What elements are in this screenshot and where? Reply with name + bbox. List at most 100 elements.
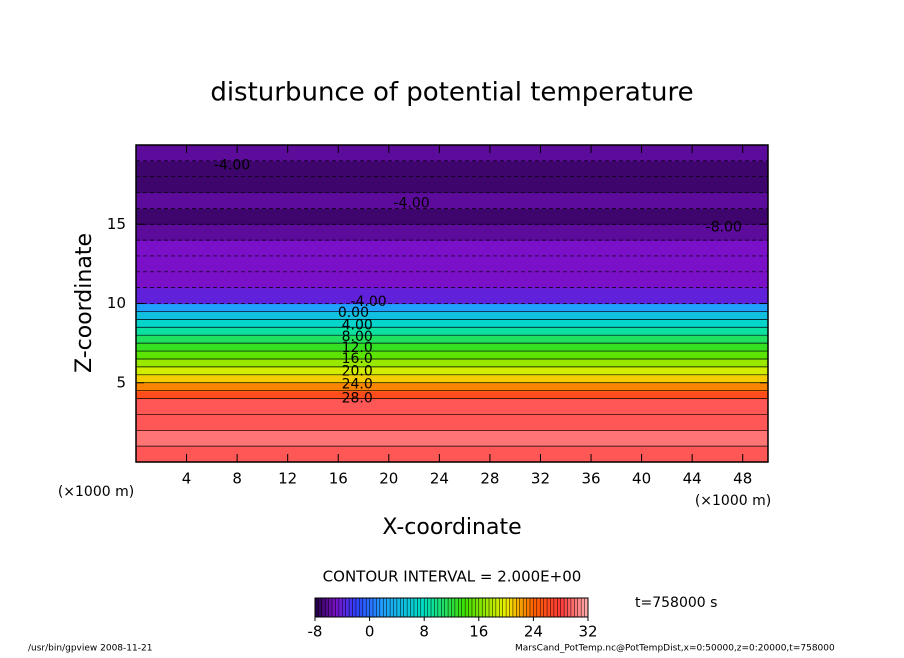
contour-label: 24.0 — [342, 376, 373, 392]
colorbar-cell — [335, 598, 340, 617]
heat-band — [136, 343, 768, 352]
colorbar-cell — [373, 598, 377, 617]
heat-band — [136, 366, 768, 376]
colorbar-cell — [434, 598, 439, 617]
colorbar-cell — [366, 598, 370, 617]
colorbar-cell — [427, 598, 432, 617]
colorbar-cell — [584, 598, 589, 617]
x-tick-label: 40 — [632, 470, 651, 488]
colorbar-cell — [390, 598, 394, 617]
colorbar-cell — [499, 598, 503, 617]
footer-left: /usr/bin/gpview 2008-11-21 — [28, 644, 152, 654]
colorbar-cell — [332, 598, 336, 617]
colorbar-cell — [492, 598, 497, 617]
heat-band — [136, 319, 768, 328]
x-tick-label: 8 — [232, 470, 242, 488]
colorbar-cell — [509, 598, 514, 617]
colorbar-cell — [550, 598, 555, 617]
colorbar-cell — [540, 598, 544, 617]
colorbar-cell — [482, 598, 486, 617]
contour-label: 0.00 — [338, 305, 369, 321]
colorbar-cell — [424, 598, 428, 617]
colorbar-cell — [342, 598, 347, 617]
colorbar-cell — [403, 598, 408, 617]
heat-band — [136, 160, 768, 178]
heat-band — [136, 303, 768, 313]
heat-band — [136, 382, 768, 392]
colorbar-cell — [454, 598, 459, 617]
x-tick-label: 20 — [379, 470, 398, 488]
heat-band — [136, 224, 768, 241]
x-tick-label: 48 — [733, 470, 752, 488]
colorbar-cell — [461, 598, 466, 617]
colorbar-cell — [420, 598, 425, 617]
heat-band — [136, 240, 768, 257]
colorbar-tick-label: 0 — [365, 623, 375, 641]
colorbar-cell — [355, 598, 360, 617]
x-unit-label: (×1000 m) — [695, 493, 771, 509]
x-unit-label: (×1000 m) — [58, 484, 134, 500]
colorbar-cell — [512, 598, 517, 617]
heat-band — [136, 327, 768, 336]
colorbar-cell — [543, 598, 548, 617]
colorbar-cell — [448, 598, 452, 617]
contour-label: 20.0 — [342, 364, 373, 380]
colorbar-cell — [352, 598, 357, 617]
colorbar-cell — [468, 598, 473, 617]
heat-band — [136, 446, 768, 463]
heat-band — [136, 208, 768, 225]
heat-band — [136, 358, 768, 368]
y-tick-label: 15 — [107, 215, 126, 233]
colorbar-cell — [345, 598, 350, 617]
x-tick-label: 24 — [430, 470, 449, 488]
colorbar-tick-label: 24 — [524, 623, 543, 641]
x-tick-label: 36 — [581, 470, 600, 488]
colorbar-cell — [560, 598, 565, 617]
colorbar-cell — [417, 598, 422, 617]
contour-label: -8.00 — [706, 219, 742, 235]
contour-label: -4.00 — [214, 158, 250, 174]
colorbar-cell — [564, 598, 568, 617]
heat-band — [136, 390, 768, 400]
colorbar-cell — [315, 598, 319, 617]
contour-label: 8.00 — [342, 329, 373, 345]
colorbar-cell — [393, 598, 398, 617]
x-tick-label: 16 — [329, 470, 348, 488]
colorbar-cell — [431, 598, 435, 617]
contour-label: 12.0 — [342, 340, 373, 356]
contour-label: 16.0 — [342, 351, 373, 367]
colorbar-cell — [567, 598, 572, 617]
heat-band — [136, 351, 768, 360]
colorbar-cell — [458, 598, 463, 617]
colorbar-cell — [547, 598, 551, 617]
colorbar-cell — [526, 598, 531, 617]
colorbar-cell — [369, 598, 374, 617]
colorbar-cell — [359, 598, 364, 617]
colorbar-cell — [325, 598, 329, 617]
chart-title: disturbunce of potential temperature — [210, 78, 693, 108]
colorbar-cell — [321, 598, 326, 617]
colorbar-cell — [502, 598, 507, 617]
colorbar-cell — [410, 598, 415, 617]
colorbar-cell — [536, 598, 541, 617]
colorbar-cell — [349, 598, 353, 617]
contour-label: 4.00 — [342, 318, 373, 334]
colorbar-cell — [475, 598, 480, 617]
colorbar-cell — [506, 598, 510, 617]
colorbar-cell — [471, 598, 476, 617]
colorbar-cell — [553, 598, 558, 617]
y-tick-label: 5 — [116, 373, 126, 391]
colorbar-cell — [570, 598, 575, 617]
colorbar-cell — [451, 598, 456, 617]
colorbar-cell — [478, 598, 483, 617]
time-label: t=758000 s — [635, 595, 717, 611]
x-tick-label: 4 — [182, 470, 192, 488]
heat-band — [136, 145, 768, 162]
heat-band — [136, 255, 768, 273]
colorbar-cell — [386, 598, 391, 617]
colorbar-cell — [383, 598, 387, 617]
colorbar-tick-label: 32 — [578, 623, 597, 641]
colorbar-frame — [314, 597, 589, 618]
